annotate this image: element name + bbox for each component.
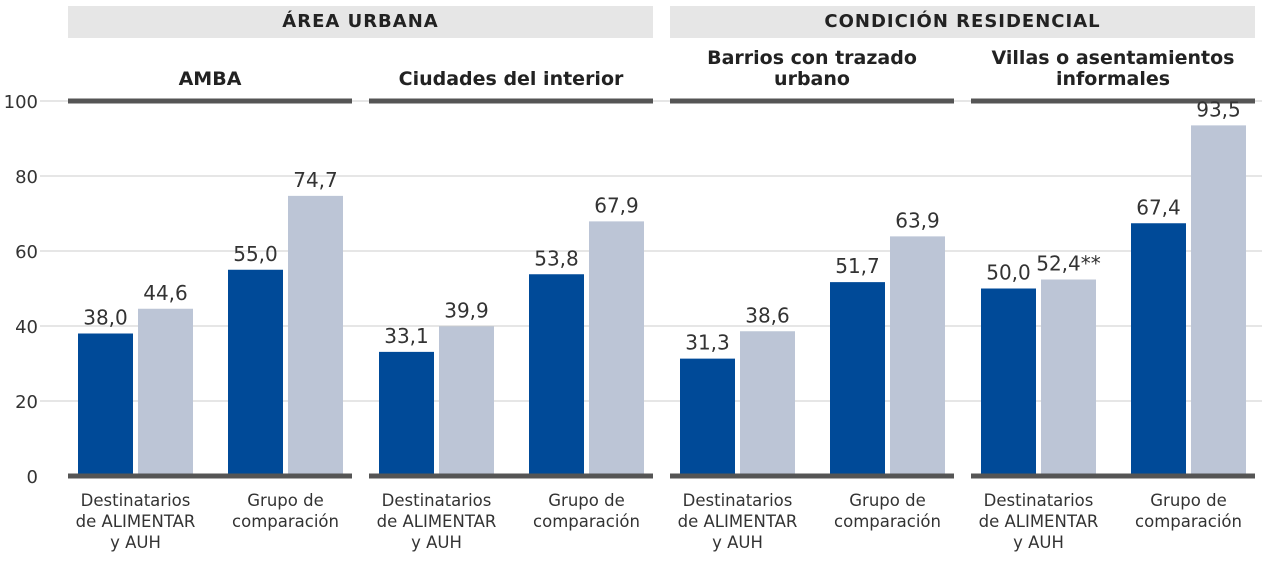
value-label: 63,9 bbox=[895, 208, 940, 232]
bar bbox=[680, 358, 735, 476]
x-tick-label: Destinatarios de ALIMENTAR y AUH bbox=[978, 491, 1099, 552]
panel-title: Villas o asentamientos informales bbox=[991, 47, 1235, 90]
y-tick-label: 40 bbox=[15, 317, 38, 338]
bar bbox=[138, 308, 193, 476]
value-label: 44,6 bbox=[143, 281, 188, 305]
value-label: 38,0 bbox=[83, 306, 128, 330]
bar bbox=[1131, 223, 1186, 476]
value-label: 93,5 bbox=[1196, 97, 1241, 121]
y-tick-label: 0 bbox=[27, 467, 38, 488]
bar bbox=[78, 333, 133, 476]
x-tick-label: Grupo de comparación bbox=[1135, 491, 1242, 531]
bar bbox=[529, 274, 584, 476]
bar bbox=[589, 221, 644, 476]
value-label: 38,6 bbox=[745, 303, 790, 327]
bar bbox=[740, 331, 795, 476]
x-tick-label: Destinatarios de ALIMENTAR y AUH bbox=[376, 491, 497, 552]
bar bbox=[228, 269, 283, 476]
value-label: 67,4 bbox=[1136, 195, 1181, 219]
group-header: CONDICIÓN RESIDENCIAL bbox=[670, 6, 1255, 38]
baseline bbox=[369, 473, 653, 479]
value-label: 55,0 bbox=[233, 242, 278, 266]
x-tick-label: Grupo de comparación bbox=[232, 491, 339, 531]
value-label: 50,0 bbox=[986, 261, 1031, 285]
panel-title: AMBA bbox=[178, 68, 242, 90]
value-label: 31,3 bbox=[685, 331, 730, 355]
panel-top-rule bbox=[68, 98, 352, 104]
y-tick-label: 60 bbox=[15, 242, 38, 263]
value-label: 39,9 bbox=[444, 298, 489, 322]
x-tick-label: Destinatarios de ALIMENTAR y AUH bbox=[677, 491, 798, 552]
x-tick-label: Grupo de comparación bbox=[834, 491, 941, 531]
value-label: 74,7 bbox=[293, 168, 338, 192]
y-tick-label: 100 bbox=[4, 92, 38, 113]
value-label: 67,9 bbox=[594, 193, 639, 217]
x-tick-label: Grupo de comparación bbox=[533, 491, 640, 531]
bar bbox=[1041, 279, 1096, 476]
value-label: 53,8 bbox=[534, 246, 579, 270]
bar bbox=[830, 282, 885, 476]
x-tick-label: Destinatarios de ALIMENTAR y AUH bbox=[75, 491, 196, 552]
y-tick-label: 20 bbox=[15, 392, 38, 413]
bar bbox=[439, 326, 494, 476]
value-label: 51,7 bbox=[835, 254, 880, 278]
value-label: 52,4** bbox=[1036, 252, 1101, 276]
bar bbox=[379, 351, 434, 476]
panel-title: Barrios con trazado urbano bbox=[707, 47, 917, 90]
bar bbox=[288, 195, 343, 476]
y-tick-label: 80 bbox=[15, 167, 38, 188]
panel-top-rule bbox=[670, 98, 954, 104]
baseline bbox=[670, 473, 954, 479]
panel-top-rule bbox=[369, 98, 653, 104]
bar bbox=[890, 236, 945, 476]
value-label: 33,1 bbox=[384, 324, 429, 348]
baseline bbox=[68, 473, 352, 479]
group-header: ÁREA URBANA bbox=[68, 6, 653, 38]
panel-title: Ciudades del interior bbox=[398, 68, 624, 90]
baseline bbox=[971, 473, 1255, 479]
bar bbox=[1191, 125, 1246, 476]
panel-top-rule bbox=[971, 98, 1255, 104]
bar bbox=[981, 288, 1036, 476]
